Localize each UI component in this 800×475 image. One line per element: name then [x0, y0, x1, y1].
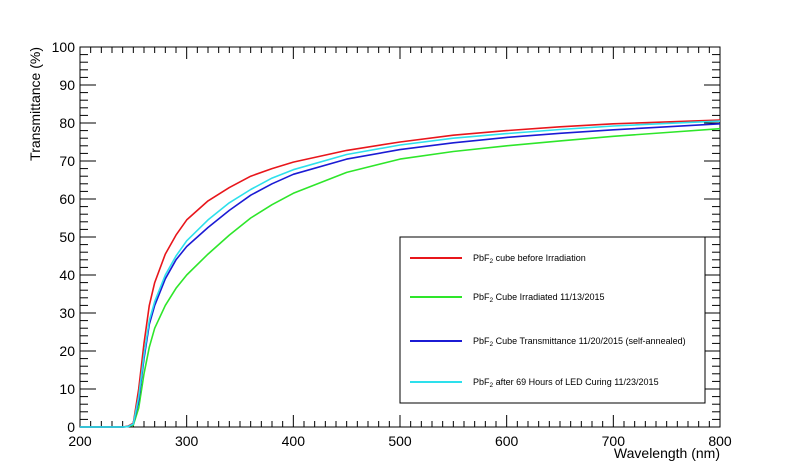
y-tick-label: 60	[59, 191, 75, 207]
legend-label-1: PbF2 cube before Irradiation	[473, 253, 586, 265]
x-axis-title: Wavelength (nm)	[614, 445, 720, 461]
y-tick-label: 70	[59, 153, 75, 169]
axis-ticks	[79, 46, 721, 428]
y-tick-label: 20	[59, 343, 75, 359]
y-tick-label: 40	[59, 267, 75, 283]
y-tick-label: 50	[59, 229, 75, 245]
legend: PbF2 cube before Irradiation PbF2 Cube Ir…	[399, 236, 706, 404]
series-lines	[80, 119, 721, 428]
series-line-2	[80, 127, 721, 428]
y-tick-label: 0	[67, 419, 75, 435]
y-tick-label: 30	[59, 305, 75, 321]
x-tick-label: 800	[708, 433, 732, 449]
y-tick-label: 10	[59, 381, 75, 397]
legend-label-4: PbF2 after 69 Hours of LED Curing 11/23/…	[473, 377, 659, 389]
legend-box	[399, 236, 706, 404]
legend-label-2: PbF2 Cube Irradiated 11/13/2015	[473, 292, 605, 304]
x-tick-label: 600	[495, 433, 519, 449]
y-tick-label: 80	[59, 115, 75, 131]
series-line-1	[80, 119, 721, 428]
y-tick-label: 100	[52, 39, 76, 55]
x-tick-label: 200	[68, 433, 92, 449]
x-tick-label: 500	[388, 433, 412, 449]
legend-label-3: PbF2 Cube Transmittance 11/20/2015 (self…	[473, 336, 686, 348]
axis-tick-labels: 200 300 400 500 600 700 800 0 10 20 30 40 50 60 70 80 90…	[52, 39, 732, 449]
series-line-4	[80, 120, 721, 428]
x-tick-label: 400	[282, 433, 306, 449]
x-tick-label: 700	[602, 433, 626, 449]
y-axis-title: Transmittance (%)	[27, 47, 43, 161]
legend-entries: PbF2 cube before Irradiation PbF2 Cube Ir…	[410, 253, 686, 389]
x-tick-label: 300	[175, 433, 199, 449]
y-tick-label: 90	[59, 77, 75, 93]
